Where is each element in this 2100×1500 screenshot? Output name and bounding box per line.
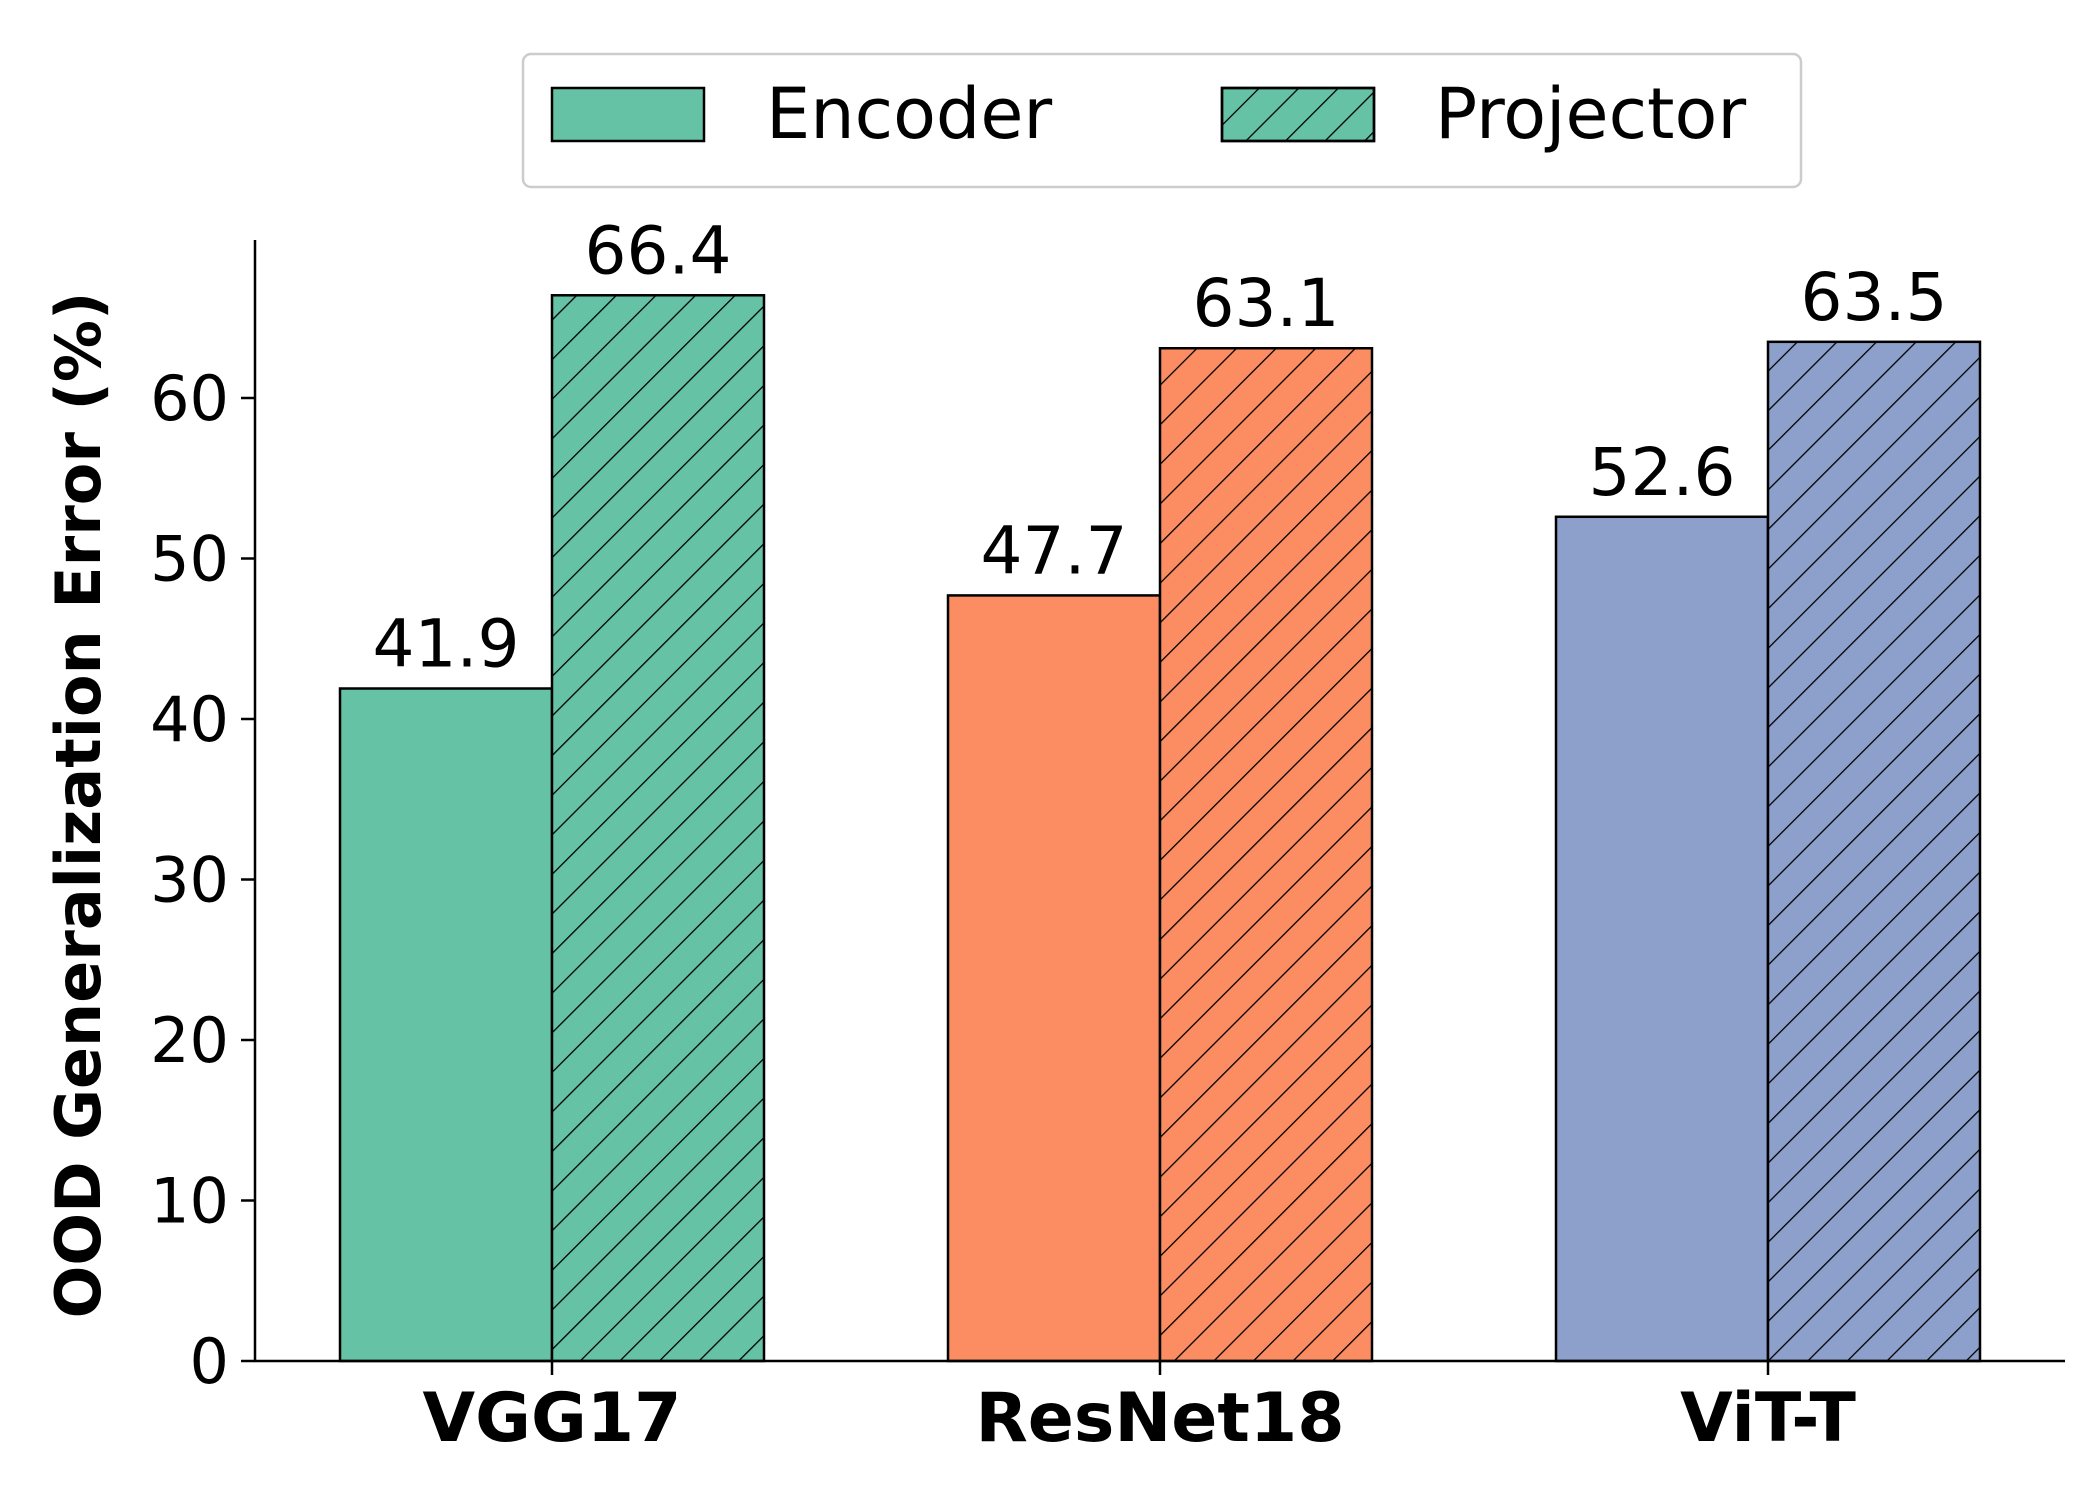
legend-label-encoder: Encoder xyxy=(766,73,1052,155)
data-label: 66.4 xyxy=(585,212,732,289)
bar-encoder-resnet18 xyxy=(948,595,1160,1361)
x-tick-label: ResNet18 xyxy=(975,1379,1344,1458)
bar-hatch-resnet18 xyxy=(1160,348,1372,1361)
data-label: 52.6 xyxy=(1589,434,1736,511)
plot-area: 0 10 20 30 40 50 60 41.9 66.4 VGG17 47.7 63.1 ResNet… xyxy=(150,212,2065,1458)
bar-encoder-vit-t xyxy=(1556,516,1768,1361)
x-tick-label: VGG17 xyxy=(423,1379,682,1458)
legend-swatch-encoder xyxy=(550,86,706,143)
data-label: 41.9 xyxy=(373,606,520,683)
bar-hatch-vit-t xyxy=(1768,341,1980,1361)
y-tick-label: 30 xyxy=(150,844,229,917)
y-tick-label: 10 xyxy=(150,1165,229,1238)
legend: Encoder Projector xyxy=(521,52,1803,189)
data-label: 47.7 xyxy=(981,512,1128,589)
legend-frame xyxy=(521,52,1803,189)
bar-encoder-vgg17 xyxy=(340,688,552,1361)
legend-label-projector: Projector xyxy=(1435,73,1746,155)
y-tick-label: 40 xyxy=(150,683,229,756)
y-tick-label: 60 xyxy=(150,362,229,435)
bar-hatch-vgg17 xyxy=(552,295,764,1361)
y-tick-label: 20 xyxy=(150,1004,229,1077)
y-tick-label: 0 xyxy=(190,1325,229,1398)
data-label: 63.1 xyxy=(1193,265,1340,342)
y-axis-title: OOD Generalization Error (%) xyxy=(42,292,115,1319)
data-label: 63.5 xyxy=(1801,259,1948,336)
legend-swatch-projector-hatch xyxy=(1220,86,1376,143)
y-tick-label: 50 xyxy=(150,523,229,596)
x-tick-label: ViT-T xyxy=(1680,1379,1856,1458)
